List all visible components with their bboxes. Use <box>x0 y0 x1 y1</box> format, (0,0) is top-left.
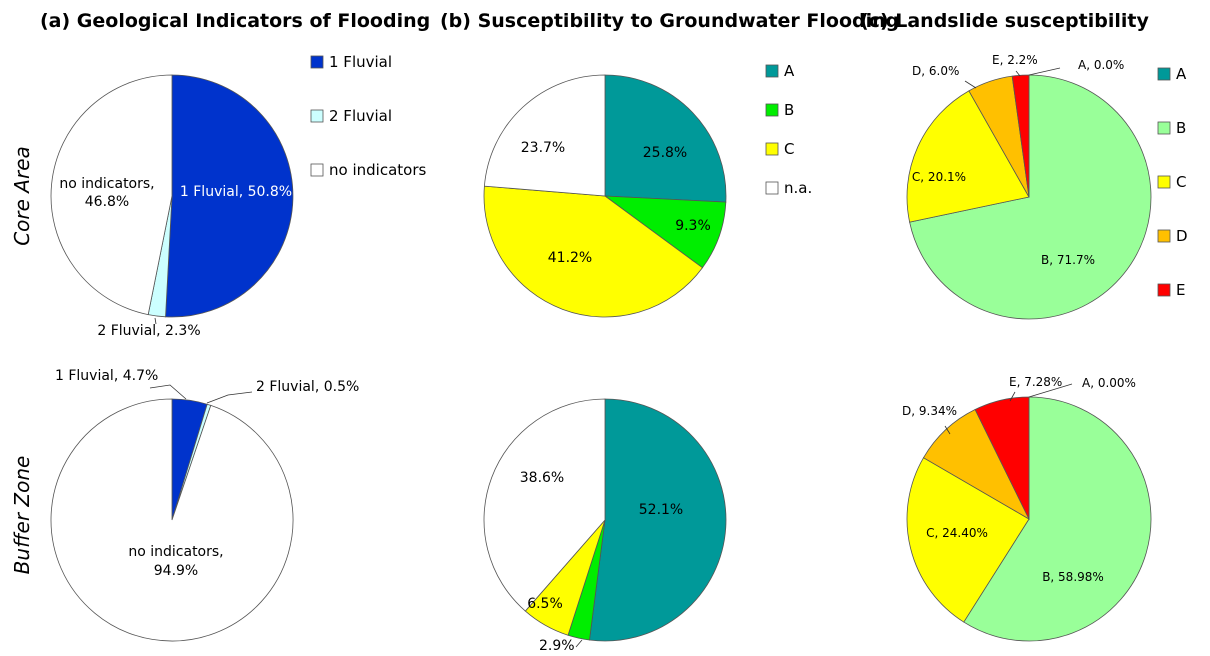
data-label-c-core-area-d: D, 6.0% <box>912 64 959 78</box>
row-label-core-area: Core Area <box>10 146 34 246</box>
pie-chart-b-buffer-zone: 52.1% 2.9% 6.5% 38.6% <box>483 398 727 654</box>
data-label-b-core-area-n-a: 23.7% <box>521 140 565 156</box>
data-label-c-buffer-zone-d: D, 9.34% <box>902 404 957 418</box>
legend-a: 1 Fluvial 2 Fluvial no indicators <box>310 53 426 179</box>
legend-swatch-c-b <box>1157 121 1171 135</box>
data-label-c-buffer-zone-e: E, 7.28% <box>1009 375 1062 389</box>
legend-swatch-b-n-a <box>765 181 779 195</box>
pie-slice-b-buffer-zone-n-a <box>483 398 606 612</box>
data-label-b-core-area-c: 41.2% <box>548 250 592 266</box>
pie-slice-a-core-area-no-indicators <box>50 74 173 316</box>
pie-chart-c-core-area: A, 0.0% B, 71.7% C, 20.1% D, 6.0% E, 2.2% <box>906 53 1152 320</box>
leader-line <box>575 639 583 648</box>
data-label-b-core-area-b: 9.3% <box>675 218 711 234</box>
pie-slice-c-buffer-zone-c <box>906 457 1030 623</box>
leader-line <box>1009 391 1016 402</box>
legend-swatch-a-1-fluvial <box>310 55 324 69</box>
data-label-b-core-area-a: 25.8% <box>643 145 687 161</box>
leader-line <box>1028 383 1073 398</box>
pie-slice-b-core-area-n-a <box>483 74 606 197</box>
legend-swatch-b-a <box>765 64 779 78</box>
pie-slice-c-core-area-c <box>906 90 1030 223</box>
legend-swatch-c-a <box>1157 67 1171 81</box>
data-label-a-buffer-zone-no-indicators: no indicators, 94.9% <box>128 544 223 579</box>
data-label-a-buffer-zone-2-fluvial: 2 Fluvial, 0.5% <box>256 379 359 395</box>
pie-slice-b-buffer-zone-a <box>589 398 727 642</box>
legend-swatch-b-c <box>765 142 779 156</box>
data-label-c-core-area-a: A, 0.0% <box>1078 58 1124 72</box>
pie-slice-c-buffer-zone-b <box>963 396 1152 642</box>
legend-swatch-c-d <box>1157 229 1171 243</box>
legend-label-c-b: B <box>1176 119 1186 137</box>
data-label-c-core-area-b: B, 71.7% <box>1041 253 1095 267</box>
data-label-b-buffer-zone-b: 2.9% <box>539 638 575 654</box>
legend-c: A B C D E <box>1157 65 1188 299</box>
legend-label-b-a: A <box>784 62 795 80</box>
data-label-c-buffer-zone-b: B, 58.98% <box>1042 570 1104 584</box>
pie-slice-a-buffer-zone-no-indicators <box>50 398 294 642</box>
pie-chart-b-core-area: 25.8% 9.3% 41.2% 23.7% <box>483 74 727 318</box>
data-label-a-core-area-1-fluvial: 1 Fluvial, 50.8% <box>180 184 292 200</box>
pie-slice-c-core-area-e <box>1011 74 1030 198</box>
legend-label-c-e: E <box>1176 281 1185 299</box>
data-label-b-buffer-zone-a: 52.1% <box>639 502 683 518</box>
data-label-a-buffer-zone-1-fluvial: 1 Fluvial, 4.7% <box>55 368 158 384</box>
panel-a-title: (a) Geological Indicators of Flooding <box>40 10 430 32</box>
leader-line <box>206 391 253 404</box>
legend-label-b-n-a: n.a. <box>784 179 812 197</box>
legend-label-a-no-indicators: no indicators <box>329 161 426 179</box>
legend-swatch-c-e <box>1157 283 1171 297</box>
leader-line <box>149 384 187 400</box>
legend-label-c-d: D <box>1176 227 1188 245</box>
leader-line <box>964 80 977 89</box>
leader-line <box>1015 70 1021 77</box>
legend-label-b-b: B <box>784 101 794 119</box>
legend-label-a-2-fluvial: 2 Fluvial <box>329 107 392 125</box>
pie-slice-b-core-area-a <box>604 74 727 203</box>
data-label-a-core-area-2-fluvial: 2 Fluvial, 2.3% <box>97 323 200 339</box>
leader-line <box>1028 67 1061 76</box>
legend-swatch-b-b <box>765 103 779 117</box>
pie-chart-c-buffer-zone: A, 0.00% B, 58.98% C, 24.40% D, 9.34% E, 7.2… <box>902 375 1152 642</box>
pie-slice-b-core-area-c <box>483 185 703 318</box>
pie-slice-c-core-area-b <box>909 74 1152 320</box>
legend-swatch-a-no-indicators <box>310 163 324 177</box>
leader-line <box>944 425 951 435</box>
data-label-c-core-area-e: E, 2.2% <box>992 53 1038 67</box>
pie-chart-a-buffer-zone: 1 Fluvial, 4.7% 2 Fluvial, 0.5% no indicat… <box>50 368 359 642</box>
data-label-c-buffer-zone-a: A, 0.00% <box>1082 376 1136 390</box>
data-label-b-buffer-zone-c: 6.5% <box>527 596 563 612</box>
data-label-b-buffer-zone-n-a: 38.6% <box>520 470 564 486</box>
pie-slice-a-core-area-1-fluvial <box>165 74 294 318</box>
leader-line <box>154 317 157 325</box>
panel-c-title: (c) Landslide susceptibility <box>860 10 1149 32</box>
data-label-c-buffer-zone-c: C, 24.40% <box>926 526 988 540</box>
data-label-c-core-area-c: C, 20.1% <box>912 170 966 184</box>
legend-label-b-c: C <box>784 140 794 158</box>
data-label-a-core-area-no-indicators: no indicators, 46.8% <box>59 176 154 210</box>
legend-label-c-a: A <box>1176 65 1187 83</box>
pie-chart-a-core-area: 1 Fluvial, 50.8% 2 Fluvial, 2.3% no indica… <box>50 74 294 339</box>
legend-swatch-c-c <box>1157 175 1171 189</box>
legend-label-a-1-fluvial: 1 Fluvial <box>329 53 392 71</box>
pie-slice-c-buffer-zone-e <box>974 396 1030 520</box>
legend-label-c-c: C <box>1176 173 1186 191</box>
legend-b: A B Cn.a. <box>765 62 812 197</box>
panel-b-title: (b) Susceptibility to Groundwater Floodi… <box>440 10 899 32</box>
row-label-buffer-zone: Buffer Zone <box>10 456 34 575</box>
legend-swatch-a-2-fluvial <box>310 109 324 123</box>
